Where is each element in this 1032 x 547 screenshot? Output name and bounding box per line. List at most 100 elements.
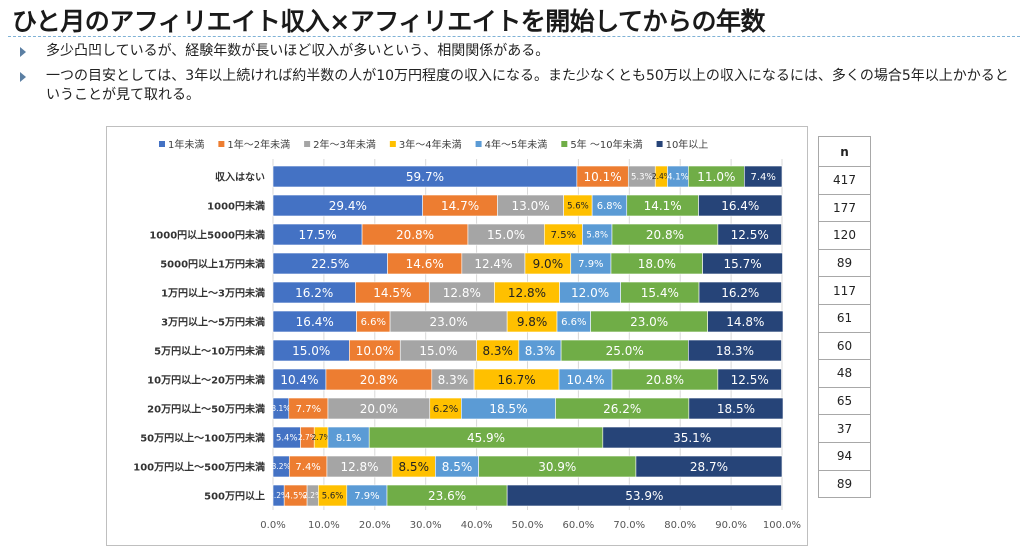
- data-label: 7.4%: [750, 172, 775, 183]
- n-table-row: 61: [818, 303, 871, 333]
- data-label: 12.8%: [508, 286, 546, 300]
- data-label: 15.0%: [487, 228, 525, 242]
- data-label: 14.8%: [726, 315, 764, 329]
- data-label: 10.0%: [356, 344, 394, 358]
- data-label: 20.8%: [360, 373, 398, 387]
- data-label: 16.2%: [295, 286, 333, 300]
- data-label: 18.0%: [638, 257, 676, 271]
- data-label: 5.6%: [322, 492, 344, 502]
- data-label: 18.3%: [716, 344, 754, 358]
- data-label: 8.3%: [438, 373, 469, 387]
- data-label: 8.5%: [442, 460, 473, 474]
- category-label: 1000円以上5000円未満: [149, 229, 265, 242]
- n-table-row: 89: [818, 248, 871, 278]
- category-label: 500万円以上: [204, 490, 265, 503]
- n-table-cell: 89: [818, 248, 871, 278]
- legend-swatch: [656, 141, 663, 147]
- n-table-cell: 65: [818, 386, 871, 416]
- n-table-cell: 48: [818, 359, 871, 388]
- legend-label: 10年以上: [666, 138, 709, 151]
- data-label: 17.5%: [298, 228, 336, 242]
- n-table-row: 60: [818, 331, 871, 361]
- stacked-bar-chart: 0.0% 10.0% 20.0% 30.0% 40.0% 50.0% 60.0% 70.0% 8…: [133, 138, 801, 531]
- n-table-cell: 117: [818, 276, 871, 305]
- x-tick-label: 40.0%: [461, 520, 493, 531]
- bullet-list: 多少凸凹しているが、経験年数が長いほど収入が多いという、相関関係がある。 一つの…: [20, 42, 1020, 111]
- n-table-cell: 417: [818, 166, 871, 195]
- n-table-row: 117: [818, 276, 871, 305]
- data-label: 6.6%: [561, 317, 586, 328]
- data-label: 15.0%: [292, 344, 330, 358]
- x-tick-label: 60.0%: [563, 520, 595, 531]
- data-label: 10.4%: [280, 373, 318, 387]
- data-label: 23.0%: [430, 315, 468, 329]
- data-label: 23.6%: [428, 489, 466, 503]
- data-label: 2.7%: [312, 433, 331, 442]
- data-label: 23.0%: [630, 315, 668, 329]
- category-label: 1000円未満: [207, 200, 265, 213]
- bar-segment: [688, 339, 782, 362]
- data-label: 28.7%: [690, 460, 728, 474]
- data-label: 4.1%: [667, 173, 689, 183]
- data-label: 16.4%: [721, 199, 759, 213]
- legend-swatch: [218, 141, 225, 147]
- data-label: 6.8%: [597, 201, 622, 212]
- bar-segment: [602, 426, 782, 449]
- category-label: 20万円以上～50万円未満: [147, 403, 265, 416]
- category-label: 10万円以上～20万円未満: [147, 374, 265, 387]
- n-table-row: 177: [818, 193, 871, 223]
- data-label: 12.8%: [340, 460, 378, 474]
- data-label: 12.4%: [474, 257, 512, 271]
- x-tick-label: 20.0%: [359, 520, 391, 531]
- x-tick-label: 80.0%: [664, 520, 696, 531]
- n-table-cell: 177: [818, 193, 871, 223]
- data-label: 14.1%: [644, 199, 682, 213]
- data-label: 14.6%: [406, 257, 444, 271]
- legend-label: 5年 ～10年未満: [570, 138, 642, 151]
- data-label: 8.1%: [336, 433, 361, 444]
- n-table-cell: 61: [818, 303, 871, 333]
- data-label: 9.8%: [517, 315, 548, 329]
- bullet-text: 多少凸凹しているが、経験年数が長いほど収入が多いという、相関関係がある。: [46, 43, 550, 59]
- x-tick-label: 50.0%: [512, 520, 544, 531]
- data-label: 53.9%: [625, 489, 663, 503]
- data-label: 12.0%: [571, 286, 609, 300]
- bar-segment: [698, 194, 783, 217]
- bar-segment: [688, 397, 784, 420]
- data-label: 18.5%: [489, 402, 527, 416]
- data-label: 3.1%: [271, 404, 290, 413]
- data-label: 5.8%: [586, 231, 608, 241]
- data-label: 10.1%: [584, 170, 622, 184]
- n-table: n 417 177 120 89 117 61 60 48 65 37 94 89: [818, 136, 871, 499]
- bullet-text: 一つの目安としては、3年以上続ければ約半数の人が10万円程度の収入になる。また少…: [46, 68, 1009, 103]
- data-label: 7.9%: [354, 491, 379, 502]
- legend-label: 1年～2年未満: [227, 138, 290, 151]
- bar-segment: [698, 281, 782, 304]
- x-tick-label: 90.0%: [715, 520, 747, 531]
- data-label: 15.7%: [723, 257, 761, 271]
- bar-segment: [744, 165, 783, 188]
- data-label: 16.2%: [721, 286, 759, 300]
- data-label: 30.9%: [538, 460, 576, 474]
- legend-label: 4年～5年未満: [485, 138, 548, 151]
- data-label: 2.2%: [269, 491, 288, 500]
- data-label: 45.9%: [467, 431, 505, 445]
- bar-segment: [707, 310, 784, 333]
- data-label: 22.5%: [311, 257, 349, 271]
- data-label: 14.5%: [373, 286, 411, 300]
- x-tick-label: 30.0%: [410, 520, 442, 531]
- n-table-row: 37: [818, 414, 871, 443]
- n-table-row: 65: [818, 386, 871, 416]
- data-label: 12.5%: [731, 373, 769, 387]
- data-label: 15.0%: [419, 344, 457, 358]
- x-tick-label: 100.0%: [763, 520, 801, 531]
- n-table-cell: 89: [818, 469, 871, 499]
- data-label: 15.4%: [641, 286, 679, 300]
- data-label: 26.2%: [603, 402, 641, 416]
- data-label: 16.7%: [497, 373, 535, 387]
- n-table-row: 89: [818, 469, 871, 499]
- category-label: 5万円以上～10万円未満: [154, 345, 265, 358]
- data-label: 14.7%: [441, 199, 479, 213]
- data-label: 6.2%: [433, 404, 458, 415]
- bar-segment: [717, 223, 782, 246]
